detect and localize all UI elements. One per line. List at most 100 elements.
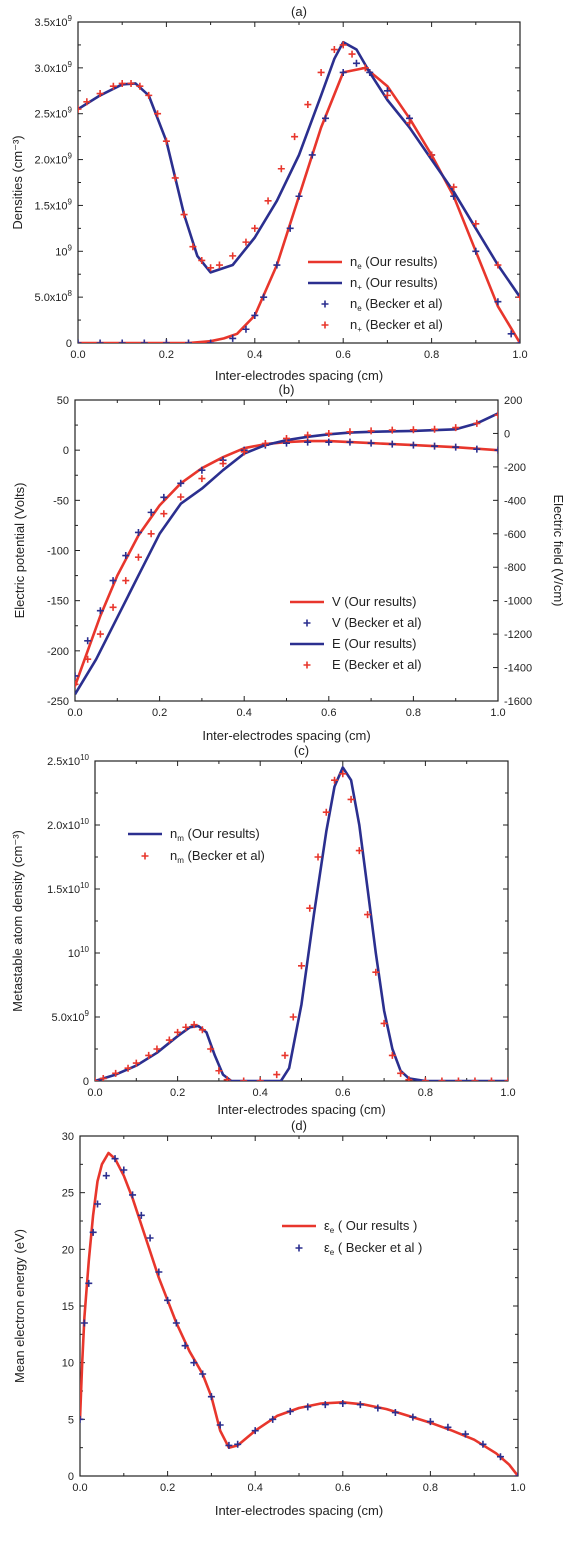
data-point [96,607,104,615]
x-tick-label: 0.0 [67,707,82,719]
data-point [452,443,460,451]
data-point [171,174,179,182]
x-tick-label: 1.0 [510,1482,525,1494]
data-point [215,261,223,269]
x-tick-label: 0.6 [335,1087,350,1099]
data-point [189,243,197,251]
chart-title: (c) [294,743,309,758]
data-point [94,1200,102,1208]
data-point [454,1077,462,1081]
legend-label: n+ (Our results) [350,275,438,292]
data-point [516,293,520,301]
data-point [147,508,155,516]
data-point [80,1319,88,1327]
data-point [367,427,375,435]
data-point [450,183,458,191]
x-axis-label: Inter-electrodes spacing (cm) [215,1503,383,1518]
data-point [295,192,303,200]
chart-title: (a) [291,4,307,19]
data-point [450,192,458,200]
data-point [281,1051,289,1059]
series-0 [95,766,508,1081]
x-tick-label: 0.8 [406,707,421,719]
data-point [164,1296,172,1304]
data-point [380,1019,388,1027]
x-tick-label: 0.4 [248,1482,263,1494]
legend-label: V (Our results) [332,594,417,609]
legend-label: V (Becker et al) [332,615,422,630]
y2-tick-label: 200 [504,395,522,407]
data-point [269,1415,277,1423]
legend: V (Our results) V (Becker et al) E (Our re… [290,594,422,672]
data-point [339,770,347,778]
data-point [431,425,439,433]
x-tick-label: 0.2 [159,349,174,361]
data-point [438,1077,446,1081]
data-point [83,98,91,106]
data-point [331,776,339,784]
x-tick-label: 0.8 [418,1087,433,1099]
x-tick-label: 1.0 [500,1087,515,1099]
y2-tick-label: -1200 [504,629,532,641]
data-point [177,493,185,501]
series-line [95,766,508,1081]
legend-marker-swatch [303,619,311,627]
y-tick-label: 2.5x1010 [47,753,89,768]
x-tick-label: 0.4 [237,707,252,719]
legend-marker-swatch [321,321,329,329]
legend-label: E (Becker et al) [332,657,422,672]
legend-marker-swatch [303,661,311,669]
data-point [264,197,272,205]
data-point [273,261,281,269]
data-point [286,224,294,232]
data-point [391,1409,399,1417]
data-point [84,655,92,663]
data-point [219,460,227,468]
data-point [242,238,250,246]
data-point [199,1370,207,1378]
data-point [286,1407,294,1415]
legend-marker-swatch [321,300,329,308]
y-tick-label: 109 [55,243,72,258]
legend-label: εe ( Becker et al ) [324,1240,422,1257]
data-point [348,50,356,58]
x-tick-label: 0.4 [253,1087,268,1099]
series-line [80,1151,518,1476]
y-tick-label: 15 [62,1301,74,1313]
data-point [120,1166,128,1174]
y-tick-label: 5.0x109 [52,1009,90,1024]
series-3 [75,411,498,688]
plot-frame [77,21,521,344]
y2-tick-label: 0 [504,428,510,440]
data-point [136,82,144,90]
series-0 [78,66,520,343]
data-point [198,1026,206,1034]
series-1 [75,438,498,680]
chart-panel-a: (a) 0.0 0.2 0.4 0.6 0.8 1.0 0 5.0x108 109 1.5x109 2… [10,4,528,383]
data-point [494,261,502,269]
series-0 [80,1151,518,1476]
data-point [346,438,354,446]
data-point [428,151,436,159]
data-point [216,1421,224,1429]
data-point [306,904,314,912]
data-point [190,1359,198,1367]
data-point [134,553,142,561]
data-point [339,1399,347,1407]
x-tick-label: 0.2 [160,1482,175,1494]
data-point [397,1069,405,1077]
y2-tick-label: -800 [504,562,526,574]
data-point [317,68,325,76]
y2-tick-label: -200 [504,462,526,474]
data-point [426,1418,434,1426]
data-point [366,68,374,76]
data-point [162,339,170,343]
data-point [75,680,79,688]
data-point [146,1234,154,1242]
data-point [494,446,498,454]
data-point [308,151,316,159]
data-point [325,429,333,437]
data-point [75,672,79,680]
data-point [364,911,372,919]
